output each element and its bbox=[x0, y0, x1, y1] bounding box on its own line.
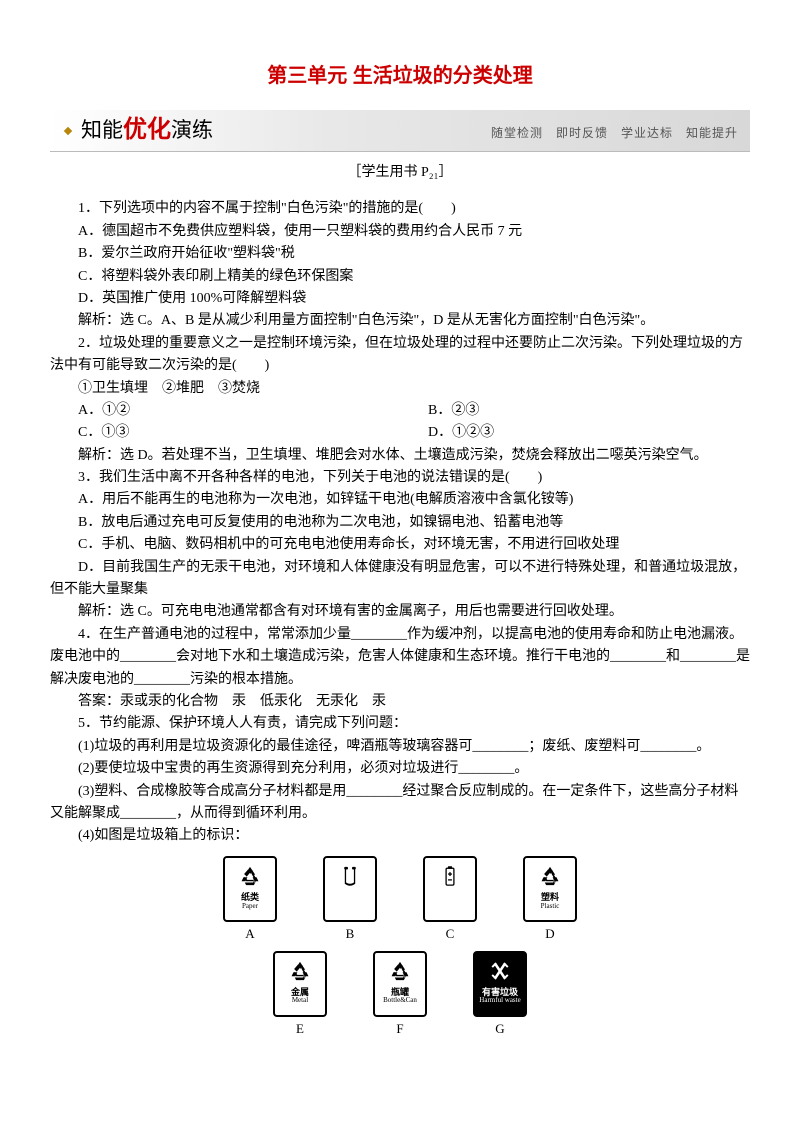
q2-stem: 2．垃圾处理的重要意义之一是控制环境污染，但在垃圾处理的过程中还要防止二次污染。… bbox=[50, 333, 750, 378]
bin-box: 有害垃圾Harmful waste bbox=[473, 951, 527, 1017]
recycle-row-2: 金属MetalE 瓶罐Bottle&CanF 有害垃圾Harmful wasteG bbox=[50, 951, 750, 1040]
recycle-icon bbox=[483, 956, 517, 986]
q1-stem: 1．下列选项中的内容不属于控制"白色污染"的措施的是( ) bbox=[50, 198, 750, 220]
q2-opts-row2: C．①③ D．①②③ bbox=[50, 422, 750, 444]
recycle-icon bbox=[533, 861, 567, 891]
bin-letter: A bbox=[245, 924, 254, 945]
q2-opt-d: D．①②③ bbox=[400, 422, 750, 444]
recycle-icon bbox=[333, 861, 367, 891]
q5-p3: (3)塑料、合成橡胶等合成高分子材料都是用________经过聚合反应制成的。在… bbox=[50, 781, 750, 826]
bin-letter: E bbox=[296, 1019, 304, 1040]
banner-dot-icon bbox=[64, 126, 72, 134]
q3-opt-d: D．目前我国生产的无汞干电池，对环境和人体健康没有明显危害，可以不进行特殊处理，… bbox=[50, 557, 750, 602]
q2-items: ①卫生填埋 ②堆肥 ③焚烧 bbox=[50, 378, 750, 400]
bin-box bbox=[323, 856, 377, 922]
q2-opt-b: B．②③ bbox=[400, 400, 750, 422]
bin-box: 塑料Plastic bbox=[523, 856, 577, 922]
bin-item: C bbox=[415, 856, 485, 945]
q1-answer: 解析：选 C。A、B 是从减少利用量方面控制"白色污染"，D 是从无害化方面控制… bbox=[50, 310, 750, 332]
recycle-icon bbox=[383, 956, 417, 986]
banner-post: 演练 bbox=[171, 114, 213, 148]
q3-stem: 3．我们生活中离不开各种各样的电池，下列关于电池的说法错误的是( ) bbox=[50, 467, 750, 489]
recycle-figure: 纸类PaperA B C 塑料PlasticD 金属MetalE 瓶罐Bottle&Ca… bbox=[50, 856, 750, 1040]
q5-p2: (2)要使垃圾中宝贵的再生资源得到充分利用，必须对垃圾进行________。 bbox=[50, 758, 750, 780]
q1-opt-c: C．将塑料袋外表印刷上精美的绿色环保图案 bbox=[50, 266, 750, 288]
q3-opt-c: C．手机、电脑、数码相机中的可充电电池使用寿命长，对环境无害，不用进行回收处理 bbox=[50, 534, 750, 556]
q3-opt-a: A．用后不能再生的电池称为一次电池，如锌锰干电池(电解质溶液中含氯化铵等) bbox=[50, 489, 750, 511]
banner-tags: 随堂检测 即时反馈 学业达标 知能提升 bbox=[491, 124, 738, 143]
recycle-icon bbox=[233, 861, 267, 891]
bin-label-en: Plastic bbox=[541, 903, 560, 911]
q1-opt-b: B．爱尔兰政府开始征收"塑料袋"税 bbox=[50, 243, 750, 265]
q1-opt-a: A．德国超市不免费供应塑料袋，使用一只塑料袋的费用约合人民币 7 元 bbox=[50, 221, 750, 243]
bin-item: 塑料PlasticD bbox=[515, 856, 585, 945]
bin-label-en: Paper bbox=[242, 903, 258, 911]
q4-stem: 4．在生产普通电池的过程中，常常添加少量________作为缓冲剂，以提高电池的… bbox=[50, 624, 750, 691]
bin-box: 纸类Paper bbox=[223, 856, 277, 922]
q3-opt-b: B．放电后通过充电可反复使用的电池称为二次电池，如镍镉电池、铅蓄电池等 bbox=[50, 512, 750, 534]
banner-pre: 知能 bbox=[81, 114, 123, 148]
banner-em: 优化 bbox=[123, 111, 171, 149]
q2-opt-a: A．①② bbox=[50, 400, 400, 422]
bin-item: 金属MetalE bbox=[265, 951, 335, 1040]
bin-box bbox=[423, 856, 477, 922]
q3-answer: 解析：选 C。可充电电池通常都含有对环境有害的金属离子，用后也需要进行回收处理。 bbox=[50, 601, 750, 623]
bin-box: 金属Metal bbox=[273, 951, 327, 1017]
q5-p4: (4)如图是垃圾箱上的标识： bbox=[50, 825, 750, 847]
bin-letter: B bbox=[346, 924, 355, 945]
bin-label-en: Harmful waste bbox=[479, 997, 520, 1005]
bin-item: B bbox=[315, 856, 385, 945]
bin-letter: D bbox=[545, 924, 554, 945]
q5-stem: 5．节约能源、保护环境人人有责，请完成下列问题： bbox=[50, 713, 750, 735]
page-ref: ［学生用书 P₂₁］ bbox=[50, 162, 750, 184]
q2-opt-c: C．①③ bbox=[50, 422, 400, 444]
bin-letter: G bbox=[495, 1019, 504, 1040]
q1-opt-d: D．英国推广使用 100%可降解塑料袋 bbox=[50, 288, 750, 310]
bin-label-en: Metal bbox=[292, 997, 308, 1005]
bin-item: 瓶罐Bottle&CanF bbox=[365, 951, 435, 1040]
recycle-icon bbox=[283, 956, 317, 986]
bin-item: 纸类PaperA bbox=[215, 856, 285, 945]
recycle-icon bbox=[433, 861, 467, 891]
page-title: 第三单元 生活垃圾的分类处理 bbox=[50, 60, 750, 92]
bin-item: 有害垃圾Harmful wasteG bbox=[465, 951, 535, 1040]
bin-letter: F bbox=[396, 1019, 403, 1040]
q4-answer: 答案：汞或汞的化合物 汞 低汞化 无汞化 汞 bbox=[50, 691, 750, 713]
bin-letter: C bbox=[446, 924, 455, 945]
recycle-row-1: 纸类PaperA B C 塑料PlasticD bbox=[50, 856, 750, 945]
q2-answer: 解析：选 D。若处理不当，卫生填埋、堆肥会对水体、土壤造成污染，焚烧会释放出二噁… bbox=[50, 445, 750, 467]
banner: 知能 优化 演练 随堂检测 即时反馈 学业达标 知能提升 bbox=[50, 110, 750, 152]
bin-box: 瓶罐Bottle&Can bbox=[373, 951, 427, 1017]
q5-p1: (1)垃圾的再利用是垃圾资源化的最佳途径，啤酒瓶等玻璃容器可________；废… bbox=[50, 736, 750, 758]
bin-label-en: Bottle&Can bbox=[383, 997, 417, 1005]
banner-heading: 知能 优化 演练 bbox=[81, 111, 213, 149]
q2-opts-row1: A．①② B．②③ bbox=[50, 400, 750, 422]
